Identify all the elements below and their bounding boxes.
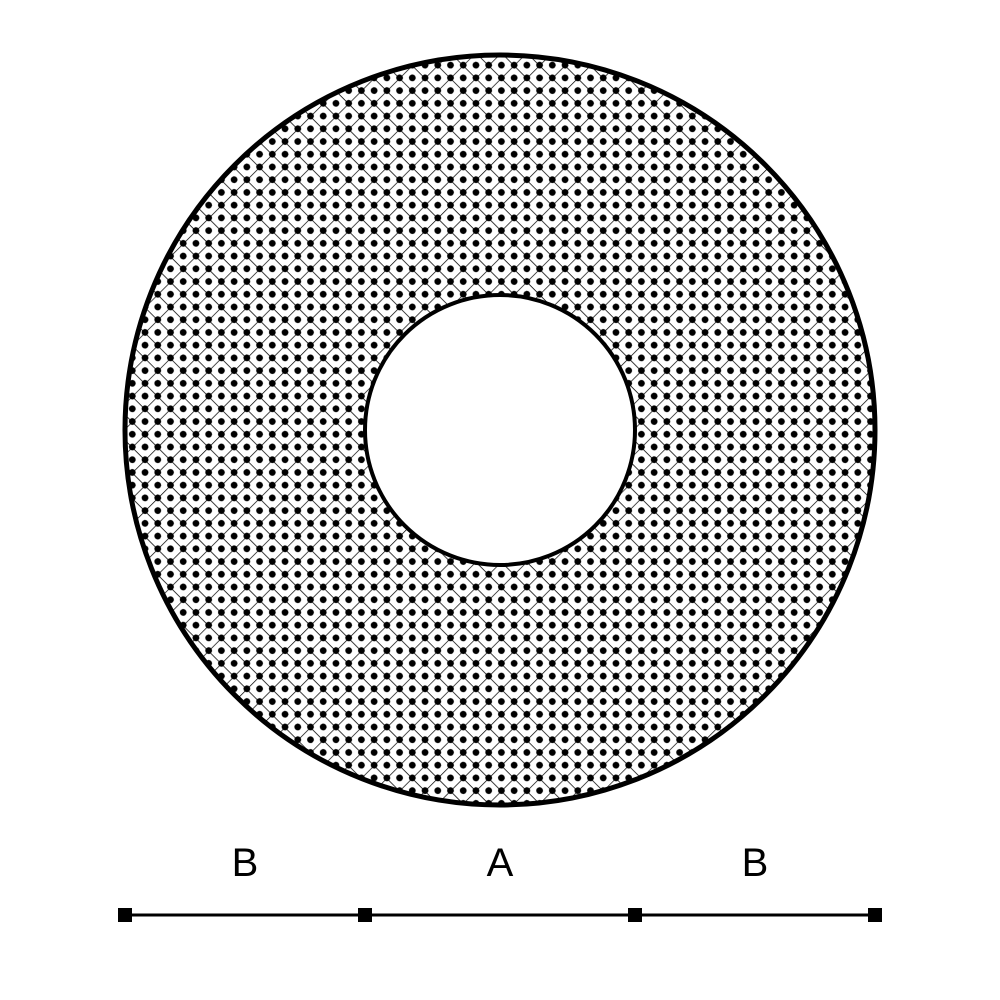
dimension-label-b-right: B: [725, 841, 785, 886]
dimension-tick: [868, 908, 882, 922]
dimension-label-a: A: [470, 841, 530, 886]
dimension-tick: [118, 908, 132, 922]
dimension-label-b-left: B: [215, 841, 275, 886]
dimension-tick: [628, 908, 642, 922]
dimension-tick: [358, 908, 372, 922]
diagram-stage: B A B: [0, 0, 1000, 1000]
